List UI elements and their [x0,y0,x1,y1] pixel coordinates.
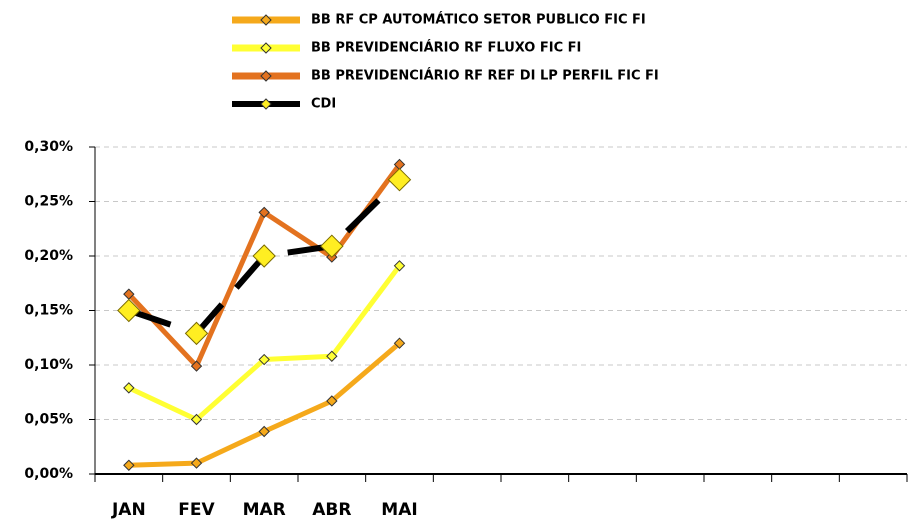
data-point [123,382,135,394]
y-tick-label: 0,25% [24,194,73,210]
y-tick-label: 0,15% [24,303,73,319]
data-point [258,206,270,219]
data-point [393,337,406,349]
data-point [326,350,338,362]
data-point [258,353,270,366]
x-tick-label: ABR [312,500,351,519]
legend-label: BB PREVIDENCIÁRIO RF FLUXO FIC FI [311,40,581,56]
legend-marker [260,14,272,26]
x-tick-label: FEV [178,500,215,519]
y-tick-label: 0,05% [24,412,73,428]
data-point [320,234,344,258]
series-line [127,264,402,422]
data-point [190,457,203,469]
data-point [123,459,135,471]
data-point [184,321,209,346]
data-point [190,413,203,426]
legend-label: BB PREVIDENCIÁRIO RF REF DI LP PERFIL FI… [311,68,659,84]
x-tick-label: JAN [111,500,146,519]
y-tick-label: 0,30% [24,139,73,155]
legend-marker [260,70,272,82]
legend-marker [260,98,272,110]
data-point [393,260,406,272]
y-tick-label: 0,00% [24,466,73,482]
data-point [258,425,270,438]
data-point [387,167,412,192]
data-point [190,360,203,372]
legend-label: BB RF CP AUTOMÁTICO SETOR PUBLICO FIC FI [311,12,646,28]
legend-marker [260,42,272,54]
data-point [252,244,276,268]
x-tick-label: MAI [381,500,417,519]
data-point [326,395,338,407]
x-tick-label: MAR [243,500,286,519]
data-point [117,298,141,323]
y-tick-label: 0,20% [24,248,73,264]
legend-label: CDI [311,97,336,112]
y-tick-label: 0,10% [24,357,73,373]
